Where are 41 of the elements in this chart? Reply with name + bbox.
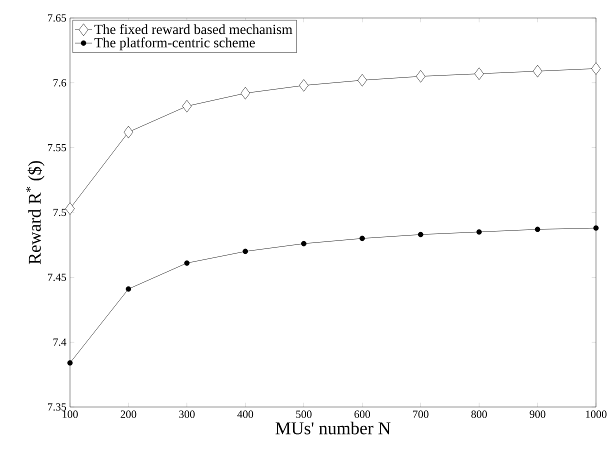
point [358, 74, 367, 86]
legend-label: The platform-centric scheme [94, 37, 255, 50]
x-tick-label: 400 [237, 410, 254, 418]
point [532, 64, 542, 78]
point [67, 360, 73, 366]
y-tick-label: 7.35 [48, 403, 66, 411]
point [591, 62, 601, 75]
point [534, 226, 540, 232]
point [240, 87, 250, 100]
point [476, 229, 482, 235]
y-tick-label: 7.6 [54, 79, 66, 87]
x-tick-label: 600 [354, 410, 370, 418]
x-axis-title: MUs' number N [276, 422, 390, 434]
point [301, 240, 306, 246]
point [299, 79, 308, 92]
point [416, 70, 426, 83]
x-tick-label: 100 [62, 410, 78, 418]
x-tick-label: 500 [296, 410, 312, 418]
y-axis-title: Reward R$^{*}$ ($) [26, 161, 44, 264]
y-tick-label: 7.55 [48, 144, 66, 152]
x-tick-label: 300 [179, 410, 195, 418]
x-tick-label: 1000 [586, 410, 607, 418]
point [418, 232, 424, 238]
y-tick-label: 7.4 [54, 338, 66, 346]
point [126, 286, 132, 292]
x-tick-label: 800 [471, 410, 487, 418]
x-tick-label: 900 [530, 410, 546, 418]
y-tick-label: 7.45 [48, 274, 66, 282]
point [182, 100, 192, 112]
point [474, 68, 484, 80]
point [65, 202, 75, 215]
y-tick-label: 7.5 [54, 208, 66, 216]
x-tick-label: 200 [120, 410, 136, 418]
y-tick-label: 7.65 [48, 14, 66, 22]
x-tick-label: 700 [413, 410, 428, 418]
point [242, 248, 248, 254]
point [360, 236, 365, 242]
legend-label: The fixed reward based mechanism [94, 24, 292, 34]
point [184, 260, 190, 266]
point [593, 225, 599, 231]
point [124, 126, 134, 138]
